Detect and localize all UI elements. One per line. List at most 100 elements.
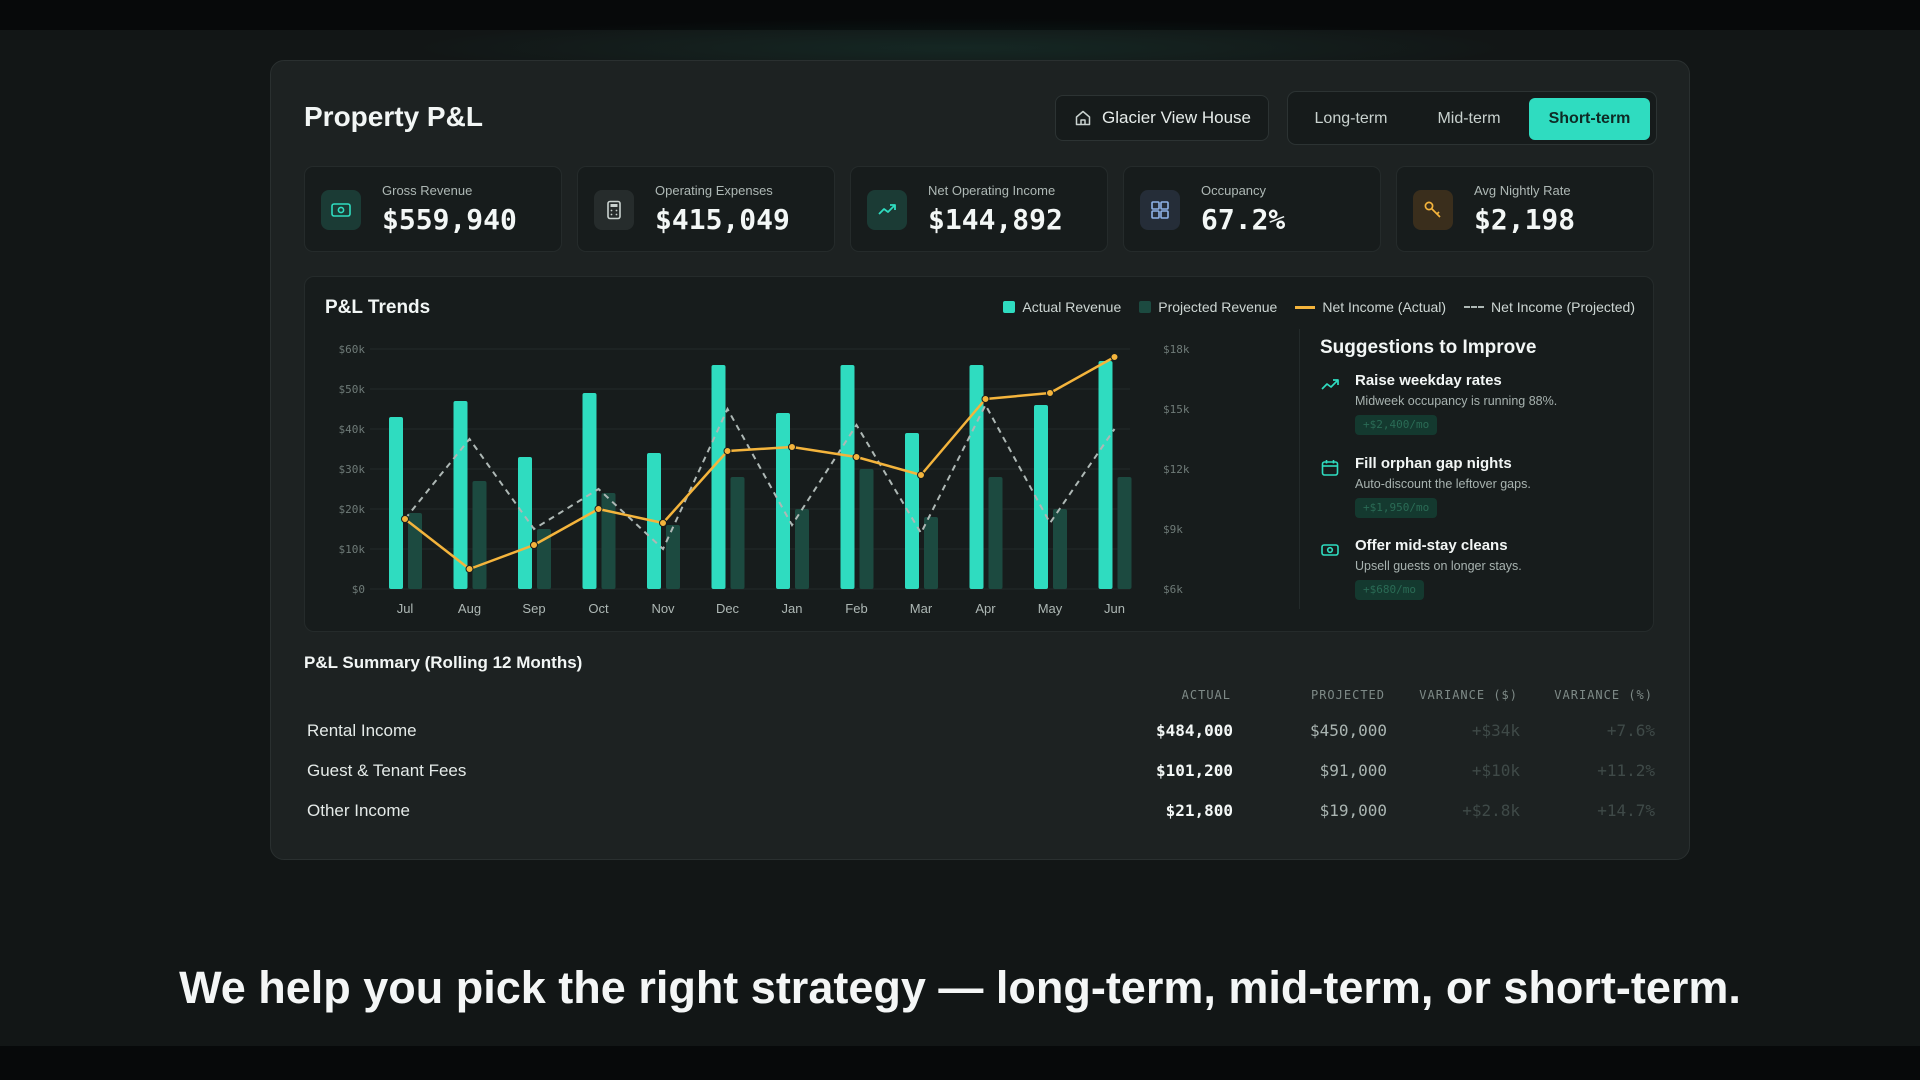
kpi-net-operating-income: Net Operating Income $144,892 bbox=[850, 166, 1108, 252]
bar-actual-revenue bbox=[840, 365, 855, 589]
line-net-income-actual bbox=[404, 355, 1116, 571]
kpi-avg-nightly-rate: Avg Nightly Rate $2,198 bbox=[1396, 166, 1654, 252]
point-net-income-actual bbox=[788, 443, 796, 451]
y-tick-label-right: $6k bbox=[1163, 583, 1183, 596]
point-net-income-actual bbox=[981, 395, 990, 403]
tab-mid-term[interactable]: Mid-term bbox=[1437, 110, 1501, 127]
bar-actual-revenue bbox=[776, 413, 790, 589]
y-tick-label-left: $50k bbox=[339, 383, 366, 396]
x-tick-label: May bbox=[1038, 601, 1063, 616]
kpi-label: Occupancy bbox=[1201, 183, 1267, 198]
x-tick-label: Jun bbox=[1104, 601, 1125, 616]
bar-actual-revenue bbox=[969, 365, 984, 589]
key-icon bbox=[1413, 190, 1453, 230]
y-tick-label-left: $20k bbox=[339, 503, 366, 516]
x-tick-label: Oct bbox=[588, 601, 609, 616]
point-net-income-actual bbox=[530, 541, 538, 549]
tab-long-term[interactable]: Long-term bbox=[1314, 110, 1388, 127]
kpi-value: $2,198 bbox=[1474, 203, 1576, 236]
legend-label: Net Income (Projected) bbox=[1491, 299, 1635, 315]
table-row: Rental Income $484,000 $450,000 +$34k +7… bbox=[271, 721, 1691, 761]
y-tick-label-left: $40k bbox=[339, 423, 366, 436]
bar-projected-revenue bbox=[1053, 509, 1067, 589]
kpi-operating-expenses: Operating Expenses $415,049 bbox=[577, 166, 835, 252]
pnl-card: Property P&L Glacier View House Long-ter… bbox=[270, 60, 1690, 860]
bar-actual-revenue bbox=[711, 365, 726, 589]
point-net-income-actual bbox=[1110, 353, 1119, 361]
point-net-income-actual bbox=[659, 519, 667, 527]
top-band bbox=[0, 0, 1920, 30]
line-net-income-projected bbox=[404, 402, 1116, 551]
column-header-actual: ACTUAL bbox=[1181, 688, 1231, 702]
bar-projected-revenue bbox=[666, 525, 680, 589]
table-row: Guest & Tenant Fees $101,200 $91,000 +$1… bbox=[271, 761, 1691, 801]
cash-icon bbox=[1321, 544, 1339, 556]
suggestion-badge: +$680/mo bbox=[1355, 580, 1424, 600]
suggestion-title: Raise weekday rates bbox=[1355, 372, 1502, 389]
cash-icon bbox=[321, 190, 361, 230]
suggestion-badge: +$1,950/mo bbox=[1355, 498, 1438, 518]
row-label: Guest & Tenant Fees bbox=[307, 761, 467, 780]
cell-projected: $19,000 bbox=[1319, 801, 1387, 820]
y-tick-label-left: $10k bbox=[339, 543, 366, 556]
bar-projected-revenue bbox=[472, 481, 487, 589]
point-net-income-actual bbox=[594, 505, 603, 513]
kpi-gross-revenue: Gross Revenue $559,940 bbox=[304, 166, 562, 252]
tab-short-term[interactable]: Short-term bbox=[1529, 98, 1650, 140]
suggestion-desc: Midweek occupancy is running 88%. bbox=[1355, 394, 1558, 408]
bar-projected-revenue bbox=[795, 509, 809, 589]
legend-label: Actual Revenue bbox=[1022, 299, 1122, 315]
column-header-variance-percent: VARIANCE (%) bbox=[1554, 688, 1653, 702]
x-tick-label: Apr bbox=[975, 601, 996, 616]
cell-variance-percent: +7.6% bbox=[1606, 721, 1655, 740]
suggestion-badge: +$2,400/mo bbox=[1355, 415, 1438, 435]
bar-actual-revenue bbox=[582, 393, 597, 589]
legend-label: Net Income (Actual) bbox=[1322, 299, 1447, 315]
legend-projected-revenue: Projected Revenue bbox=[1139, 299, 1277, 315]
point-net-income-actual bbox=[852, 453, 861, 461]
legend-swatch bbox=[1139, 301, 1152, 313]
kpi-label: Avg Nightly Rate bbox=[1474, 183, 1571, 198]
legend-actual-revenue: Actual Revenue bbox=[1003, 299, 1121, 315]
suggestion-desc: Upsell guests on longer stays. bbox=[1355, 559, 1522, 573]
bar-projected-revenue bbox=[1117, 477, 1132, 589]
bottom-band bbox=[0, 1046, 1920, 1080]
bar-projected-revenue bbox=[859, 469, 874, 589]
trend-up-icon bbox=[867, 190, 907, 230]
x-tick-label: Aug bbox=[458, 601, 481, 616]
calculator-icon bbox=[594, 190, 634, 230]
cell-variance-dollar: +$2.8k bbox=[1462, 801, 1520, 820]
x-tick-label: Mar bbox=[910, 601, 933, 616]
cell-variance-percent: +14.7% bbox=[1597, 801, 1655, 820]
point-net-income-actual bbox=[917, 471, 925, 479]
cell-projected: $450,000 bbox=[1309, 721, 1387, 740]
trends-title: P&L Trends bbox=[325, 297, 431, 318]
cell-variance-percent: +11.2% bbox=[1597, 761, 1655, 780]
strategy-toggle: Long-term Mid-term Short-term bbox=[1287, 91, 1657, 145]
kpi-value: $559,940 bbox=[382, 203, 517, 236]
property-selector[interactable]: Glacier View House bbox=[1055, 95, 1269, 141]
cell-actual: $101,200 bbox=[1155, 761, 1233, 780]
y-tick-label-right: $9k bbox=[1163, 523, 1183, 536]
cell-variance-dollar: +$10k bbox=[1471, 761, 1520, 780]
trends-panel: P&L Trends Actual Revenue Projected Reve… bbox=[304, 276, 1654, 632]
legend-label: Projected Revenue bbox=[1158, 299, 1278, 315]
legend-swatch bbox=[1464, 306, 1485, 308]
suggestions-title: Suggestions to Improve bbox=[1320, 337, 1537, 358]
x-tick-label: Sep bbox=[522, 601, 545, 616]
legend-net-income-projected: Net Income (Projected) bbox=[1464, 299, 1635, 315]
kpi-value: $144,892 bbox=[928, 203, 1063, 236]
grid-icon bbox=[1140, 190, 1180, 230]
y-tick-label-right: $15k bbox=[1163, 403, 1190, 416]
point-net-income-actual bbox=[1046, 389, 1054, 397]
bar-projected-revenue bbox=[408, 513, 422, 589]
x-tick-label: Feb bbox=[845, 601, 867, 616]
bar-projected-revenue bbox=[537, 529, 551, 589]
row-label: Other Income bbox=[307, 801, 410, 820]
kpi-label: Net Operating Income bbox=[928, 183, 1056, 198]
bar-actual-revenue bbox=[389, 417, 403, 589]
point-net-income-actual bbox=[401, 515, 409, 523]
kpi-label: Gross Revenue bbox=[382, 183, 473, 198]
bar-actual-revenue bbox=[1098, 361, 1113, 589]
y-tick-label-left: $0 bbox=[352, 583, 365, 596]
